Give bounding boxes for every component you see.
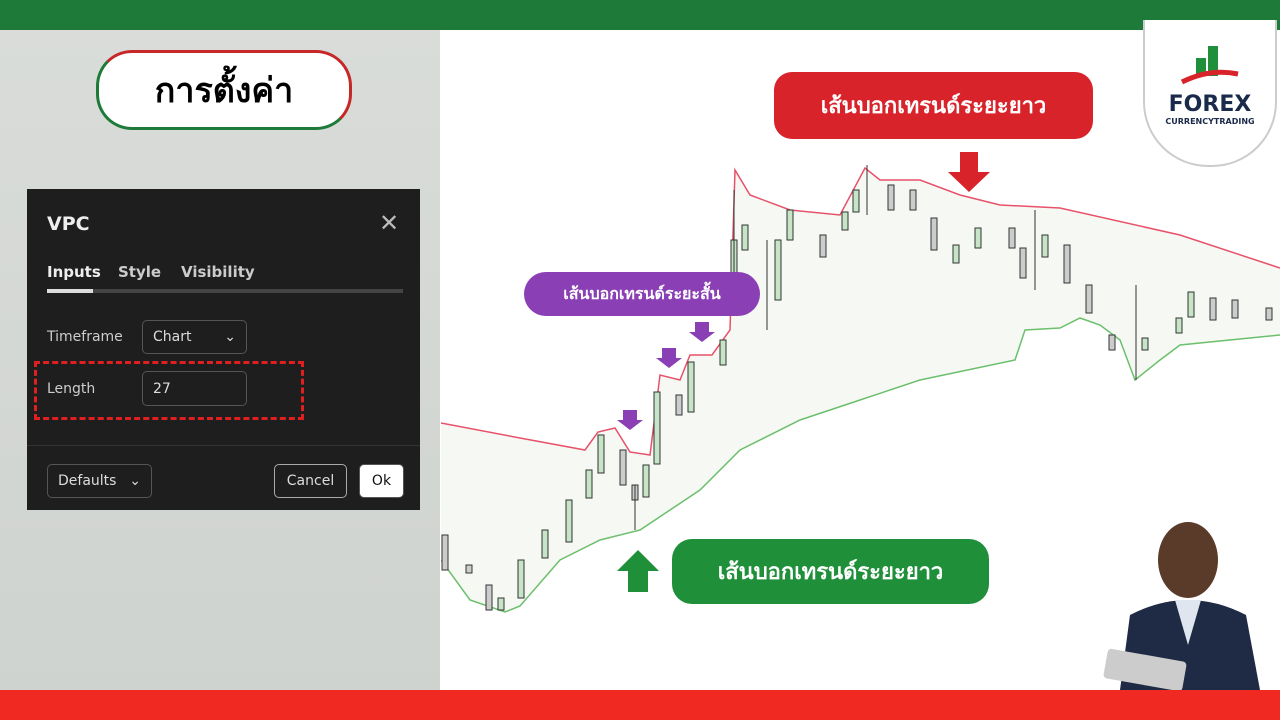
field-value: Chart <box>153 329 192 345</box>
bottom-bar <box>0 690 1280 720</box>
field-value: 27 <box>153 380 171 397</box>
settings-title: การตั้งค่า <box>96 50 352 130</box>
length-input[interactable]: 27 <box>142 371 247 406</box>
dialog: VPC ✕ Inputs Style Visibility Timeframe … <box>27 189 420 510</box>
logo-name: FOREX <box>1168 92 1252 117</box>
field-label: Timeframe <box>47 329 123 345</box>
up-arrow <box>617 550 659 592</box>
long-trend-label: เส้นบอกเทรนด์ระยะยาว <box>774 72 1093 139</box>
long-trend-label: เส้นบอกเทรนด์ระยะยาว <box>672 539 989 604</box>
button-label: Defaults <box>58 473 117 489</box>
logo-tagline: CURRENCYTRADING <box>1165 117 1255 126</box>
highlight-box <box>34 361 304 420</box>
candles <box>441 165 1273 611</box>
close-button[interactable]: ✕ <box>379 209 400 237</box>
tab[interactable]: Visibility <box>181 263 255 281</box>
down-arrow <box>948 152 990 192</box>
cancel-button[interactable]: Cancel <box>274 464 347 498</box>
dialog-title: VPC <box>47 213 90 235</box>
defaults-button[interactable]: Defaults ⌄ <box>47 464 152 498</box>
lower-band <box>441 317 1280 613</box>
presenter <box>1103 522 1260 690</box>
short-trend-label: เส้นบอกเทรนด์ระยะสั้น <box>524 272 760 316</box>
top-bar <box>0 0 1280 30</box>
tab[interactable]: Style <box>118 263 162 281</box>
divider <box>27 445 420 446</box>
short-arrows <box>617 322 715 430</box>
price-chart <box>441 152 1280 613</box>
ok-button[interactable]: Ok <box>359 464 404 498</box>
tab-track <box>47 289 403 293</box>
tab[interactable]: Inputs <box>47 263 101 281</box>
field-label: Length <box>47 381 96 397</box>
logo-icon <box>1180 46 1239 85</box>
timeframe-select[interactable]: Chart ⌄ <box>142 320 247 354</box>
logo: FOREX CURRENCYTRADING <box>1143 20 1277 167</box>
